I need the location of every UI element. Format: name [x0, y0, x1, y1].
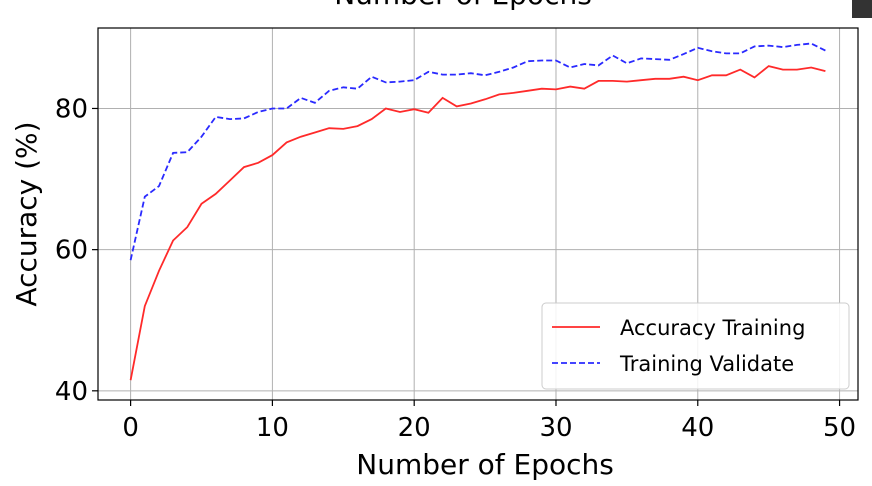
window-corner-artifact: [852, 0, 872, 18]
y-axis-label: Accuracy (%): [10, 121, 43, 306]
legend-box: [541, 302, 850, 390]
legend: Accuracy Training Training Validate: [541, 302, 850, 390]
chart-title: Number of Epochs: [334, 0, 592, 11]
series-layer: [129, 42, 826, 381]
x-tick-label: 50: [823, 413, 856, 443]
x-tick-label: 20: [398, 413, 431, 443]
y-tick-label: 40: [55, 377, 88, 407]
plot-frame: [97, 27, 859, 401]
chart-title-clipped: Number of Epochs: [334, 0, 592, 11]
series-line-training-validate: [129, 42, 826, 261]
y-tick-label: 60: [55, 236, 88, 266]
legend-entry-label: Accuracy Training: [620, 316, 805, 340]
x-tick-label: 0: [122, 413, 139, 443]
axis-ticks: 0 10 20 30 40 50 40 60 80: [55, 94, 856, 443]
series-line-accuracy-training: [129, 65, 826, 381]
x-axis-label: Number of Epochs: [356, 448, 614, 481]
x-tick-label: 10: [256, 413, 289, 443]
y-tick-label: 80: [55, 94, 88, 124]
x-tick-label: 30: [539, 413, 572, 443]
legend-entry-label: Training Validate: [619, 352, 794, 376]
x-tick-label: 40: [681, 413, 714, 443]
